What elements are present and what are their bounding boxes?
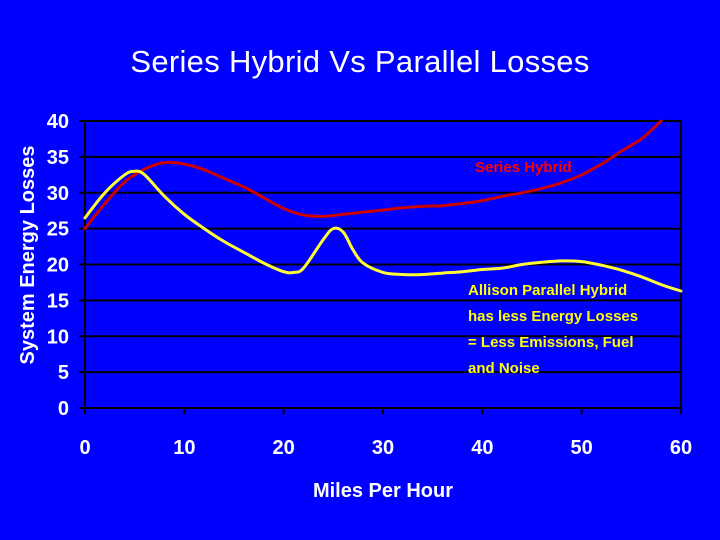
x-axis-label: Miles Per Hour — [313, 480, 453, 502]
annotation-line: and Noise — [468, 360, 540, 377]
x-tick-label: 0 — [79, 437, 90, 459]
x-tick-label: 30 — [372, 437, 394, 459]
y-tick-label: 20 — [47, 255, 69, 277]
series-hybrid-line — [83, 119, 663, 231]
x-tick-label: 50 — [571, 437, 593, 459]
y-tick-label: 35 — [47, 147, 69, 169]
axes — [79, 120, 682, 414]
annotation-line: has less Energy Losses — [468, 308, 638, 325]
y-tick-label: 10 — [47, 326, 69, 348]
annotation-line: Allison Parallel Hybrid — [468, 282, 627, 299]
y-tick-label: 5 — [58, 362, 69, 384]
x-tick-label: 20 — [273, 437, 295, 459]
y-tick-label: 40 — [47, 111, 69, 133]
x-tick-labels: 0 10 20 30 40 50 60 — [79, 437, 692, 459]
y-axis-label: System Energy Losses — [17, 146, 39, 365]
y-tick-labels: 0 5 10 15 20 25 30 35 40 — [47, 111, 69, 420]
y-tick-label: 25 — [47, 219, 69, 241]
gridlines — [85, 120, 681, 374]
annotation-line: = Less Emissions, Fuel — [468, 334, 633, 351]
series-hybrid-annotation: Series Hybrid — [475, 159, 572, 176]
y-tick-label: 15 — [47, 290, 69, 312]
chart-title: Series Hybrid Vs Parallel Losses — [130, 44, 590, 79]
x-tick-label: 60 — [670, 437, 692, 459]
x-tick-label: 40 — [471, 437, 493, 459]
y-tick-label: 0 — [58, 398, 69, 420]
series-lines — [83, 119, 683, 293]
parallel-hybrid-line — [83, 169, 683, 293]
x-tick-label: 10 — [173, 437, 195, 459]
y-tick-label: 30 — [47, 183, 69, 205]
parallel-hybrid-annotation: Allison Parallel Hybrid has less Energy … — [468, 282, 638, 377]
